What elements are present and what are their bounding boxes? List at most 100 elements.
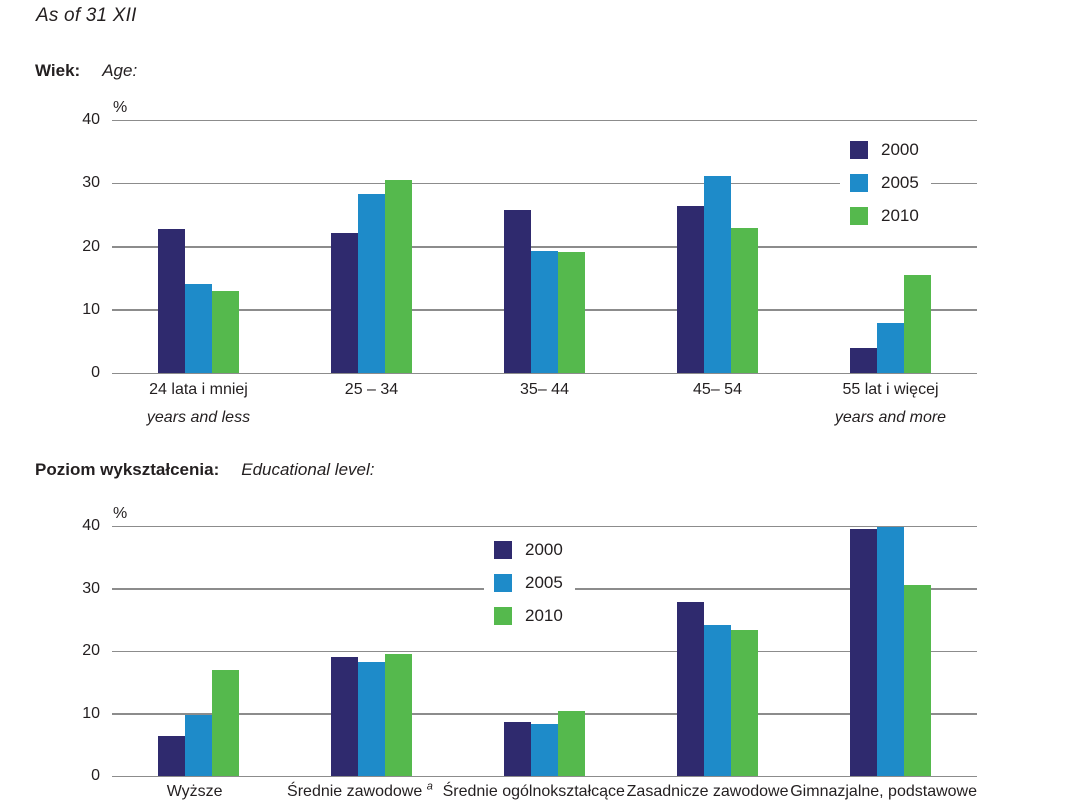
y-tick-label: 20 bbox=[82, 237, 100, 255]
gridline bbox=[112, 372, 977, 374]
bar-group bbox=[285, 120, 458, 373]
bar-2005 bbox=[531, 250, 558, 373]
bar-2010 bbox=[385, 654, 412, 776]
bar-2000 bbox=[158, 228, 185, 373]
bar-group bbox=[631, 120, 804, 373]
bar-2000 bbox=[158, 736, 185, 776]
category-slot: 24 lata i mniej years and less bbox=[112, 380, 285, 427]
legend-swatch-2005 bbox=[494, 574, 512, 592]
bar-2005 bbox=[358, 194, 385, 373]
y-tick-label: 10 bbox=[82, 704, 100, 722]
category-slot: Gimnazjalne, podstawowe bbox=[790, 782, 977, 801]
bar-2005 bbox=[531, 723, 558, 776]
legend-swatch-2010 bbox=[494, 607, 512, 625]
y-tick-label: 0 bbox=[91, 364, 100, 381]
legend-item-2000: 2000 bbox=[850, 141, 919, 159]
education-chart-section: Poziom wykształcenia: Educational level: … bbox=[35, 459, 1045, 810]
category-label: 35– 44 bbox=[520, 381, 569, 398]
bar-2010 bbox=[904, 585, 931, 776]
bar-group bbox=[458, 120, 631, 373]
bar-2010 bbox=[558, 711, 585, 776]
legend-item-2000: 2000 bbox=[494, 541, 563, 559]
bar-group bbox=[804, 526, 977, 776]
bar-2005 bbox=[704, 176, 731, 373]
category-slot: Średnie ogólnokształcące bbox=[443, 782, 625, 801]
bar-2010 bbox=[731, 228, 758, 373]
bar-2000 bbox=[677, 206, 704, 373]
category-slot: 25 – 34 bbox=[285, 380, 458, 427]
legend-label-2000: 2000 bbox=[525, 540, 563, 559]
bar-2010 bbox=[731, 630, 758, 776]
gridline bbox=[112, 182, 977, 185]
bar-group bbox=[112, 120, 285, 373]
bar-2005 bbox=[704, 624, 731, 776]
gridline bbox=[112, 775, 977, 777]
legend-swatch-2005 bbox=[850, 174, 868, 192]
y-axis-unit-label: % bbox=[113, 505, 128, 522]
y-tick-label: 10 bbox=[82, 300, 100, 318]
bar-2005 bbox=[877, 323, 904, 373]
plot-area: % 0 10 20 30 40 2000 2005 2010 bbox=[82, 505, 977, 784]
category-slot: 35– 44 bbox=[458, 380, 631, 427]
legend-item-2005: 2005 bbox=[494, 574, 563, 592]
category-label: Średnie zawodowe a bbox=[287, 780, 433, 800]
category-sublabel: years and more bbox=[834, 409, 947, 427]
category-label: Wyższe bbox=[166, 783, 223, 800]
category-slot: 55 lat i więcej years and more bbox=[804, 380, 977, 427]
legend-item-2010: 2010 bbox=[494, 607, 563, 625]
bar-2000 bbox=[504, 210, 531, 373]
category-sublabel: years and less bbox=[146, 409, 251, 427]
gridline bbox=[112, 119, 977, 121]
y-axis-unit-label: % bbox=[113, 99, 128, 116]
legend-label-2010: 2010 bbox=[881, 206, 919, 225]
legend: 2000 2005 2010 bbox=[484, 538, 575, 628]
bar-2005 bbox=[185, 714, 212, 776]
education-chart-title-en: Educational level: bbox=[241, 460, 375, 479]
bar-2000 bbox=[677, 602, 704, 776]
y-tick-label: 40 bbox=[82, 517, 100, 534]
bar-2000 bbox=[850, 529, 877, 776]
bar-2000 bbox=[331, 232, 358, 373]
x-axis-labels: Wyższe Średnie zawodowe a Średnie ogólnoks… bbox=[112, 780, 977, 801]
education-chart-title-pl: Poziom wykształcenia: bbox=[35, 460, 220, 479]
legend-label-2005: 2005 bbox=[525, 573, 563, 592]
age-chart-title-row: Wiek: Age: bbox=[35, 60, 1045, 82]
gridline bbox=[112, 650, 977, 652]
category-label: 25 – 34 bbox=[344, 381, 399, 398]
bar-2010 bbox=[212, 669, 239, 776]
category-label: Gimnazjalne, podstawowe bbox=[790, 783, 977, 800]
bar-2000 bbox=[331, 656, 358, 776]
legend-item-2005: 2005 bbox=[850, 174, 919, 192]
y-tick-label: 30 bbox=[82, 174, 100, 192]
bar-groups bbox=[112, 526, 977, 776]
age-chart-section: Wiek: Age: % 0 10 20 30 40 2000 2005 2010 24 lata … bbox=[35, 60, 1045, 432]
bar-2005 bbox=[358, 661, 385, 776]
bar-2010 bbox=[385, 180, 412, 373]
category-label: 55 lat i więcej bbox=[842, 381, 939, 398]
legend: 2000 2005 2010 bbox=[840, 138, 931, 228]
category-label: 24 lata i mniej bbox=[149, 381, 248, 398]
y-tick-label: 40 bbox=[82, 111, 100, 128]
legend-item-2010: 2010 bbox=[850, 207, 919, 225]
bar-group bbox=[804, 120, 977, 373]
bar-2005 bbox=[185, 284, 212, 373]
y-tick-label: 20 bbox=[82, 642, 100, 659]
bar-group bbox=[285, 526, 458, 776]
bar-2010 bbox=[558, 251, 585, 373]
category-label: Średnie ogólnokształcące bbox=[442, 783, 625, 800]
bar-2010 bbox=[904, 274, 931, 373]
as-of-note: As of 31 XII bbox=[36, 5, 137, 26]
x-axis-labels: 24 lata i mniej years and less 25 – 34 35– … bbox=[112, 380, 977, 427]
gridline bbox=[112, 713, 977, 715]
bar-2005 bbox=[877, 526, 904, 776]
bar-group bbox=[458, 526, 631, 776]
education-chart-title-row: Poziom wykształcenia: Educational level: bbox=[35, 459, 1045, 481]
y-tick-label: 0 bbox=[91, 767, 100, 784]
age-chart-title-pl: Wiek: bbox=[35, 61, 81, 80]
bar-group bbox=[112, 526, 285, 776]
bar-group bbox=[631, 526, 804, 776]
age-chart-title-en: Age: bbox=[102, 61, 138, 80]
legend-swatch-2000 bbox=[850, 141, 868, 159]
legend-label-2005: 2005 bbox=[881, 173, 919, 192]
